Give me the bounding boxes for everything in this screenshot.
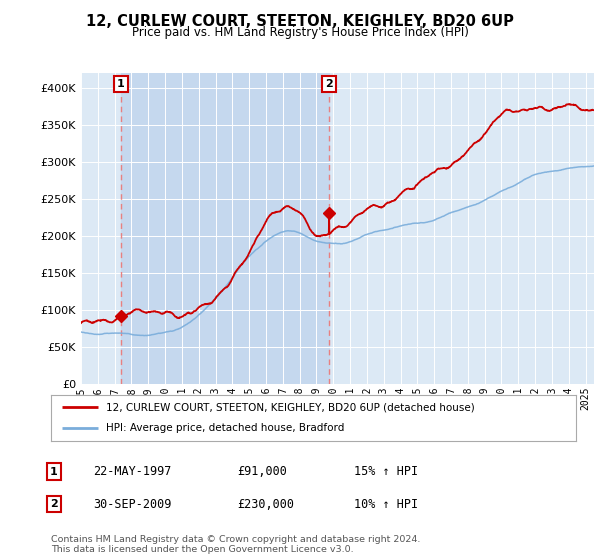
Text: 1: 1	[117, 79, 125, 89]
Text: 15% ↑ HPI: 15% ↑ HPI	[354, 465, 418, 478]
Text: 1: 1	[50, 466, 58, 477]
Text: 12, CURLEW COURT, STEETON, KEIGHLEY, BD20 6UP: 12, CURLEW COURT, STEETON, KEIGHLEY, BD2…	[86, 14, 514, 29]
Text: £230,000: £230,000	[237, 497, 294, 511]
Text: This data is licensed under the Open Government Licence v3.0.: This data is licensed under the Open Gov…	[51, 545, 353, 554]
Bar	[121, 73, 329, 384]
Text: £91,000: £91,000	[237, 465, 287, 478]
Text: Price paid vs. HM Land Registry's House Price Index (HPI): Price paid vs. HM Land Registry's House …	[131, 26, 469, 39]
Text: 10% ↑ HPI: 10% ↑ HPI	[354, 497, 418, 511]
Text: 2: 2	[325, 79, 333, 89]
Text: HPI: Average price, detached house, Bradford: HPI: Average price, detached house, Brad…	[106, 423, 344, 433]
Text: 30-SEP-2009: 30-SEP-2009	[93, 497, 172, 511]
Text: 12, CURLEW COURT, STEETON, KEIGHLEY, BD20 6UP (detached house): 12, CURLEW COURT, STEETON, KEIGHLEY, BD2…	[106, 402, 475, 412]
Text: Contains HM Land Registry data © Crown copyright and database right 2024.: Contains HM Land Registry data © Crown c…	[51, 535, 421, 544]
Text: 22-MAY-1997: 22-MAY-1997	[93, 465, 172, 478]
Text: 2: 2	[50, 499, 58, 509]
